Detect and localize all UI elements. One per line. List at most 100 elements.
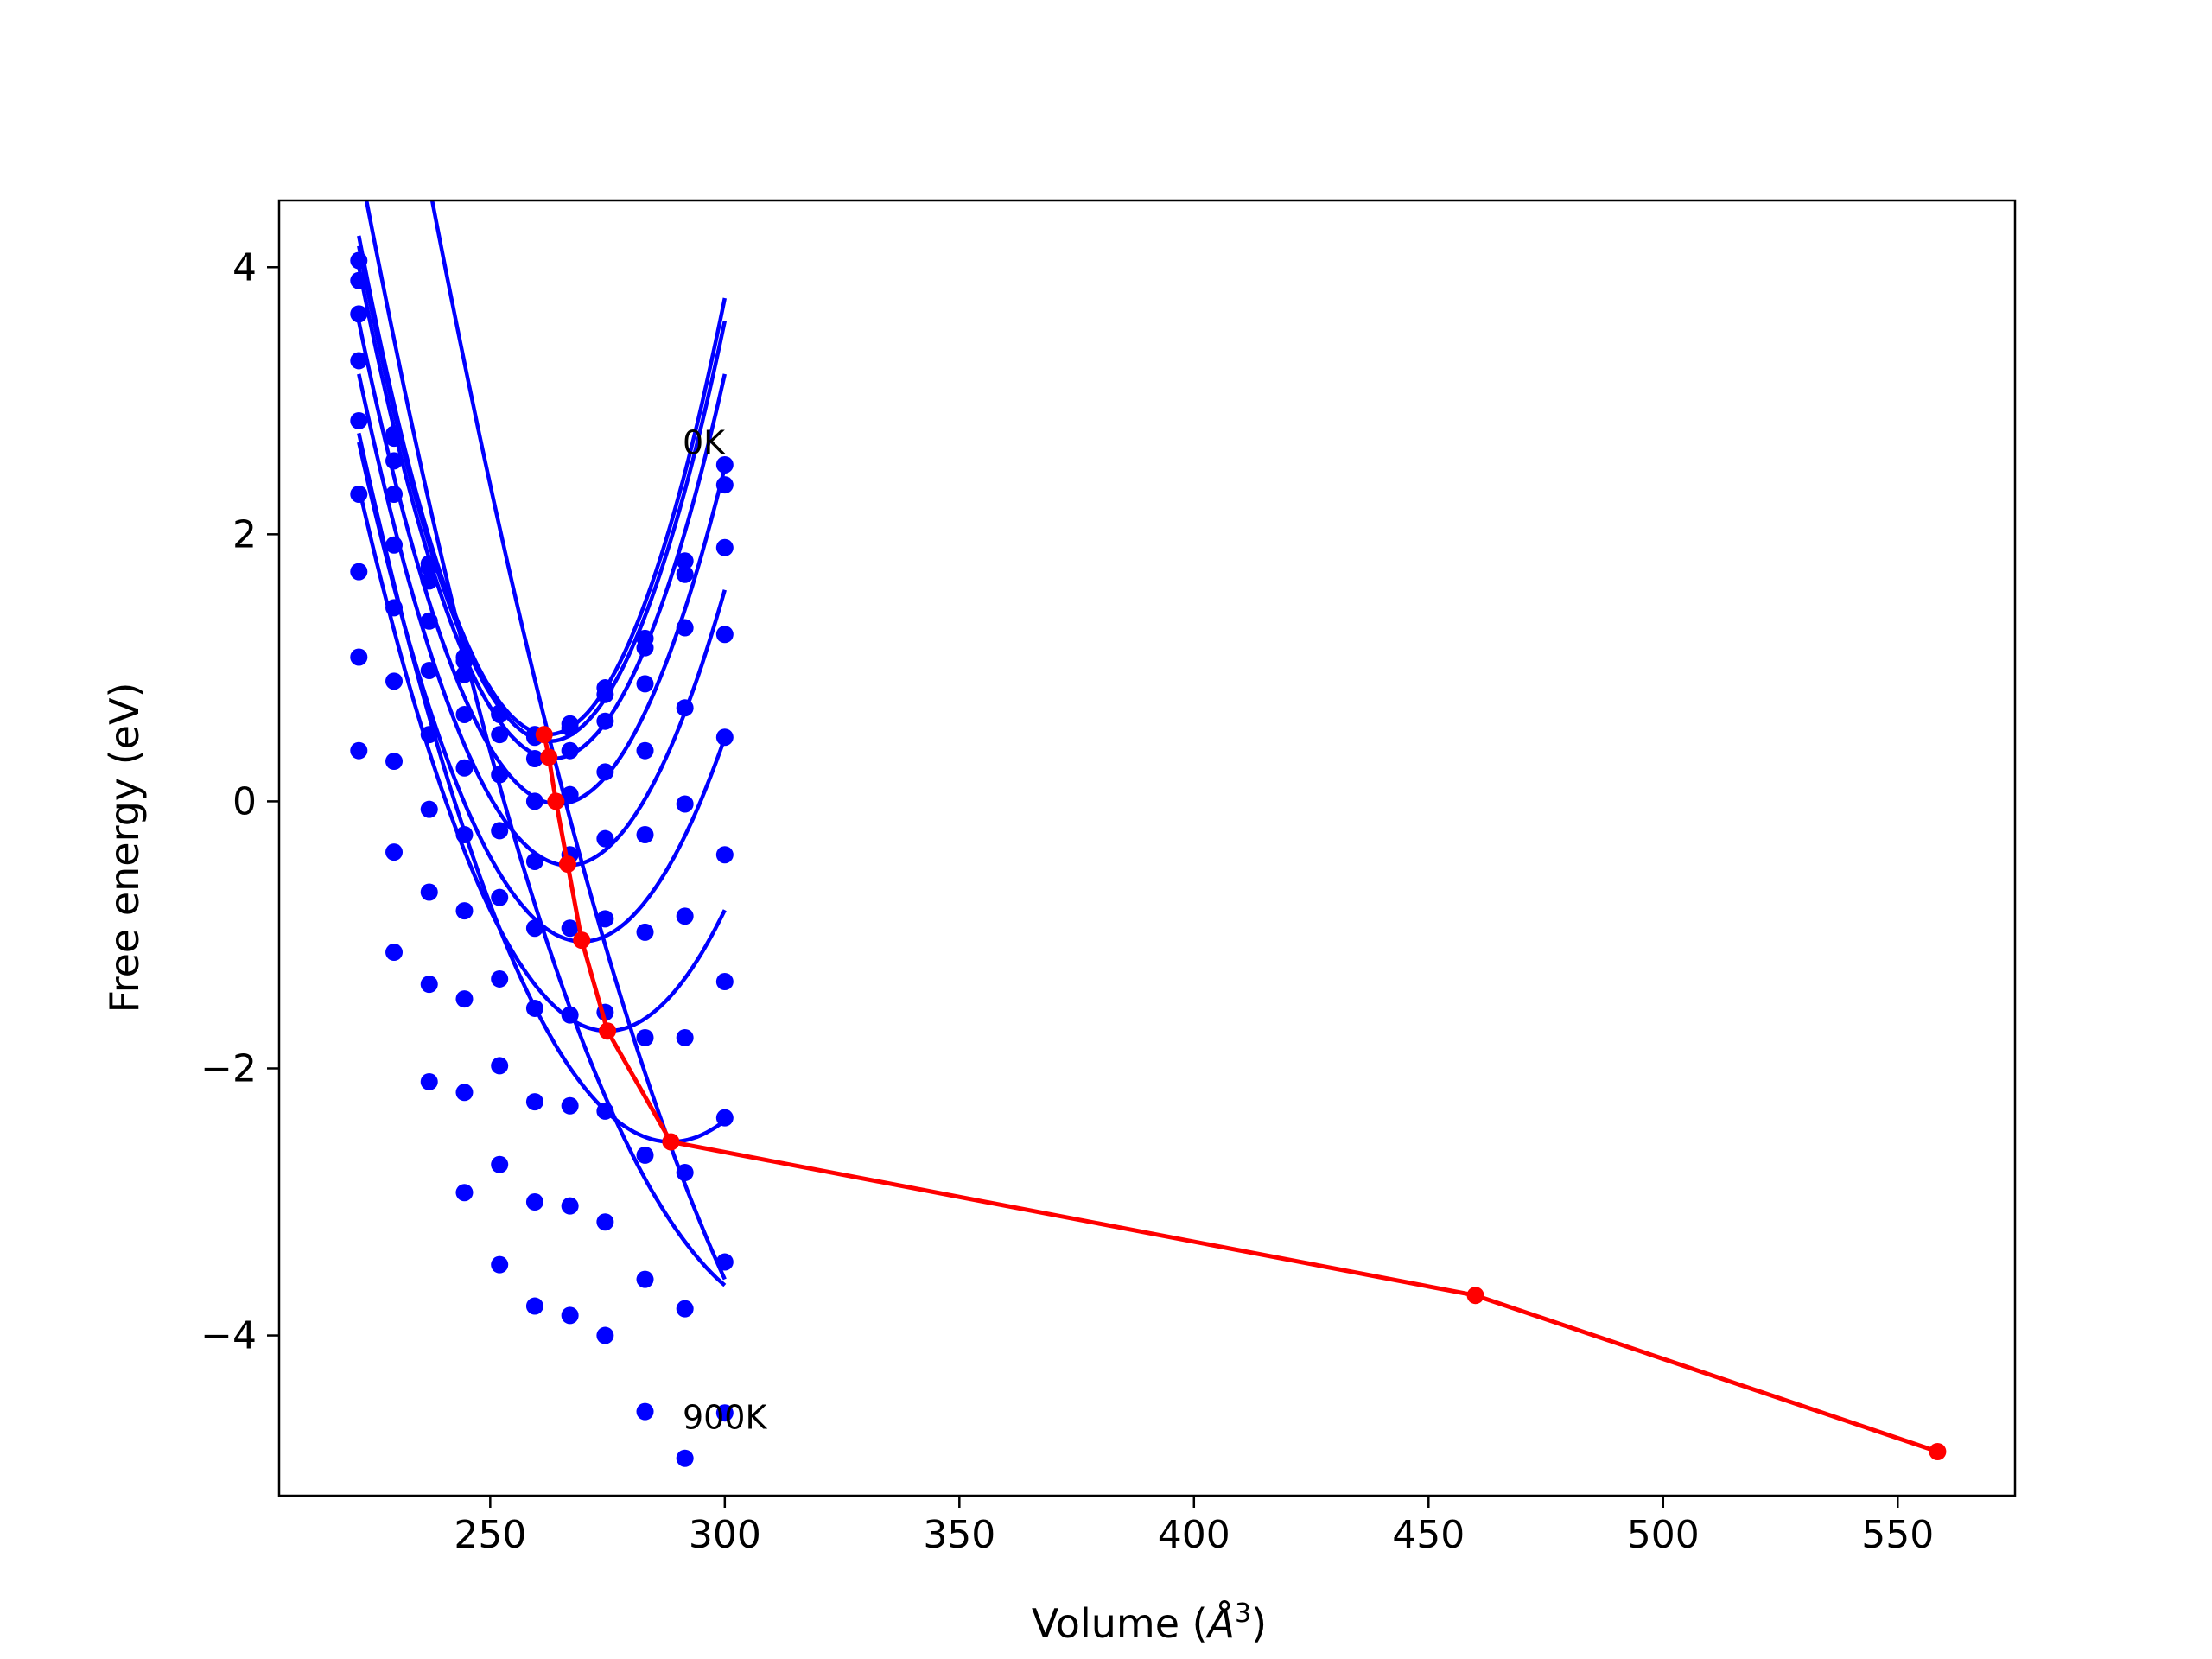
isotherm-point xyxy=(455,705,474,723)
isotherm-point xyxy=(715,538,734,556)
x-tick-label: 250 xyxy=(454,1513,526,1557)
isotherm-point xyxy=(455,759,474,777)
isotherm-point xyxy=(385,429,404,448)
isotherm-point xyxy=(561,1096,579,1115)
x-tick-label: 300 xyxy=(689,1513,761,1557)
minima-point xyxy=(547,792,565,810)
isotherm-point xyxy=(420,661,438,679)
isotherm-point xyxy=(350,648,368,666)
y-tick-label: 2 xyxy=(232,512,257,556)
minima-point xyxy=(1929,1443,1947,1461)
isotherm-point xyxy=(455,1184,474,1202)
isotherm-point xyxy=(715,626,734,644)
isotherm-point xyxy=(455,902,474,920)
isotherm-fit-line xyxy=(357,486,727,1033)
isotherm-point xyxy=(385,843,404,861)
isotherm-point xyxy=(596,1326,614,1344)
minima-point xyxy=(558,855,576,874)
isotherm-point xyxy=(525,749,543,767)
y-tick-label: 4 xyxy=(232,245,257,289)
isotherm-point xyxy=(385,599,404,617)
y-axis-label: Free energy (eV) xyxy=(101,683,148,1014)
x-axis-label: Volume (Å3) xyxy=(1032,1599,1267,1647)
isotherm-point xyxy=(636,1402,654,1421)
isotherm-point xyxy=(525,852,543,870)
isotherm-point xyxy=(676,1164,694,1182)
isotherm-point xyxy=(596,830,614,848)
minima-point xyxy=(573,931,591,950)
isotherm-point xyxy=(525,1297,543,1315)
isotherm-point xyxy=(596,1213,614,1231)
isotherm-point xyxy=(715,1109,734,1127)
isotherm-point xyxy=(715,455,734,474)
isotherm-point xyxy=(715,846,734,864)
y-tick-label: −4 xyxy=(200,1314,257,1358)
isotherm-point xyxy=(636,826,654,844)
isotherm-point xyxy=(455,1084,474,1102)
isotherm-point xyxy=(385,672,404,690)
isotherm-point xyxy=(491,1057,509,1075)
isotherm-point xyxy=(491,766,509,784)
isotherm-point xyxy=(636,741,654,760)
isotherm-point xyxy=(385,485,404,503)
isotherm-point xyxy=(491,888,509,906)
isotherm-point xyxy=(561,785,579,804)
isotherm-point xyxy=(350,352,368,370)
isotherm-point xyxy=(420,612,438,630)
annotations: 0K 900K xyxy=(683,424,768,1437)
x-tick-label: 500 xyxy=(1627,1513,1700,1557)
isotherm-point xyxy=(636,1270,654,1288)
plot-frame xyxy=(277,199,2017,1497)
isotherm-point xyxy=(350,741,368,760)
isotherm-point xyxy=(676,907,694,925)
isotherm-point xyxy=(420,1072,438,1090)
isotherm-point xyxy=(525,919,543,938)
isotherm-point xyxy=(715,1253,734,1271)
isotherm-point xyxy=(636,923,654,941)
isotherm-point xyxy=(561,919,579,938)
isotherm-point xyxy=(420,558,438,576)
isotherm-point xyxy=(676,699,694,717)
x-tick-label: 350 xyxy=(923,1513,995,1557)
isotherm-point xyxy=(596,712,614,730)
y-axis-ticks: 4 2 0 −2 −4 xyxy=(200,245,279,1358)
isotherm-point xyxy=(525,1193,543,1211)
isotherm-point xyxy=(350,251,368,270)
isotherm-point xyxy=(420,800,438,818)
isotherm-point xyxy=(715,1404,734,1422)
isotherm-point xyxy=(676,552,694,570)
annotation-label: 0K xyxy=(683,424,726,462)
minima-point xyxy=(540,748,558,766)
isotherm-point xyxy=(385,536,404,554)
isotherm-point xyxy=(491,969,509,988)
x-tick-label: 450 xyxy=(1392,1513,1465,1557)
isotherm-point xyxy=(350,485,368,503)
isotherm-point xyxy=(491,705,509,723)
isotherm-point xyxy=(676,795,694,813)
isotherm-point xyxy=(491,822,509,840)
isotherm-point xyxy=(715,728,734,747)
isotherm-point xyxy=(715,973,734,991)
isotherm-point xyxy=(561,1006,579,1024)
isotherm-point xyxy=(525,792,543,810)
minima-point xyxy=(535,726,553,744)
isotherm-point xyxy=(385,753,404,771)
isotherm-point xyxy=(420,976,438,994)
isotherm-point xyxy=(350,411,368,429)
isotherm-point xyxy=(455,826,474,844)
x-axis-label-exponent: 3 xyxy=(1235,1599,1251,1629)
isotherm-point xyxy=(676,1300,694,1318)
minima-point xyxy=(599,1022,617,1040)
isotherm-point xyxy=(676,619,694,637)
isotherm-point xyxy=(350,563,368,581)
isotherm-point xyxy=(676,565,694,583)
y-tick-label: −2 xyxy=(200,1046,257,1090)
isotherm-point xyxy=(596,763,614,781)
x-tick-label: 550 xyxy=(1861,1513,1934,1557)
isotherm-point xyxy=(636,1028,654,1046)
isotherm-point xyxy=(561,719,579,737)
isotherm-point xyxy=(420,726,438,744)
isotherm-data-points xyxy=(350,251,734,1467)
